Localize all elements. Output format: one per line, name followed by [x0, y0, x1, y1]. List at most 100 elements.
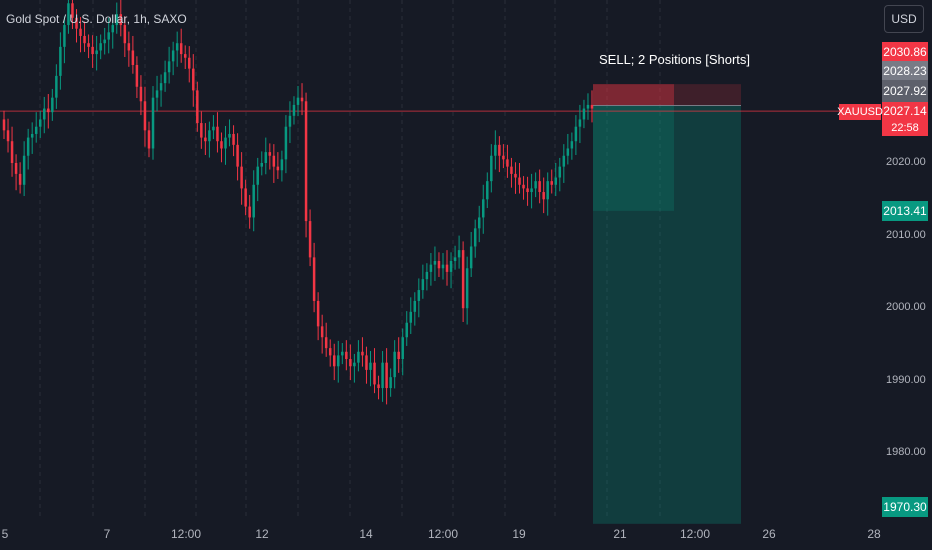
candle: [401, 337, 404, 360]
time-axis-label: 12:00: [679, 527, 711, 541]
stop-price-tag: 2030.86: [882, 42, 928, 61]
candle: [103, 39, 106, 44]
candle: [538, 181, 541, 193]
candle: [248, 206, 251, 218]
candle: [220, 141, 223, 149]
candle: [244, 188, 247, 207]
candle: [188, 57, 191, 69]
candle: [43, 108, 46, 120]
candle: [562, 155, 566, 167]
candle: [300, 97, 304, 102]
candle: [228, 133, 231, 138]
candle: [71, 3, 74, 18]
candle: [119, 14, 123, 26]
candle: [260, 163, 264, 167]
candle: [208, 130, 211, 142]
candle: [445, 264, 449, 272]
candle: [345, 351, 348, 360]
candle: [272, 155, 276, 167]
candle: [212, 126, 215, 131]
candle: [389, 377, 392, 389]
candle: [498, 144, 501, 156]
candle: [369, 362, 372, 370]
candle: [236, 144, 239, 167]
candle: [457, 250, 461, 258]
candle: [502, 155, 505, 160]
candle: [91, 46, 94, 55]
position-label: SELL; 2 Positions [Shorts]: [599, 52, 751, 67]
candle: [324, 337, 328, 349]
candle: [453, 257, 457, 262]
candle: [328, 348, 332, 356]
target-2-price-tag: 1970.30: [882, 497, 928, 517]
candle: [284, 126, 288, 160]
candle: [179, 43, 183, 55]
candle: [465, 268, 469, 309]
candle: [566, 148, 570, 156]
candle: [558, 166, 562, 178]
candle: [224, 137, 227, 149]
time-axis-label: 12: [255, 527, 269, 541]
candle: [26, 137, 30, 156]
candle: [196, 90, 199, 124]
candle: [163, 72, 167, 84]
candle: [341, 351, 344, 356]
candle: [490, 155, 493, 182]
price-axis-label: 1990.00: [886, 373, 926, 386]
candle: [381, 362, 384, 389]
candle: [534, 181, 537, 189]
candle: [308, 221, 312, 258]
candle: [332, 355, 336, 367]
stop-zone-outer: [593, 84, 741, 106]
candle: [264, 152, 268, 163]
price-axis-label: 1980.00: [886, 446, 926, 459]
stop-zone: [593, 84, 674, 106]
chart-title: Gold Spot / U.S. Dollar, 1h, SAXO: [6, 12, 187, 26]
candle: [87, 43, 90, 47]
candle: [425, 271, 429, 280]
candle: [159, 83, 163, 91]
candle: [570, 141, 574, 149]
candle: [135, 64, 139, 87]
candle: [546, 181, 549, 200]
candle: [433, 261, 437, 265]
price-axis-label: 2020.00: [886, 156, 926, 168]
candle: [361, 351, 364, 356]
candle: [409, 311, 413, 323]
candle: [337, 355, 340, 367]
candle: [574, 126, 578, 142]
candle: [320, 326, 324, 338]
candle: [232, 133, 235, 145]
time-axis-label: 7: [103, 527, 111, 541]
candle: [167, 61, 171, 73]
entry-price-tag: 2027.92: [882, 80, 928, 102]
candle: [75, 17, 78, 29]
candle: [292, 104, 296, 116]
candle: [6, 130, 10, 142]
candle: [256, 166, 259, 185]
candle: [147, 130, 151, 149]
candle: [252, 184, 255, 218]
candle: [316, 300, 320, 327]
candle: [55, 75, 58, 98]
candle: [107, 32, 110, 40]
candle: [304, 101, 308, 222]
candle: [482, 199, 485, 218]
candle: [83, 35, 86, 44]
countdown-tag: 22:58: [882, 120, 928, 136]
candle: [18, 173, 22, 185]
candle: [554, 177, 558, 185]
candle: [67, 3, 70, 26]
candle: [461, 250, 465, 309]
candle: [421, 279, 425, 291]
currency-button[interactable]: USD: [884, 5, 924, 33]
candle: [2, 119, 6, 131]
candle: [441, 264, 445, 269]
candle: [522, 184, 525, 189]
candle: [288, 115, 292, 127]
candle: [51, 97, 54, 113]
time-axis-label: 14: [359, 527, 373, 541]
candle: [377, 384, 380, 389]
time-axis-label: 26: [762, 527, 776, 541]
